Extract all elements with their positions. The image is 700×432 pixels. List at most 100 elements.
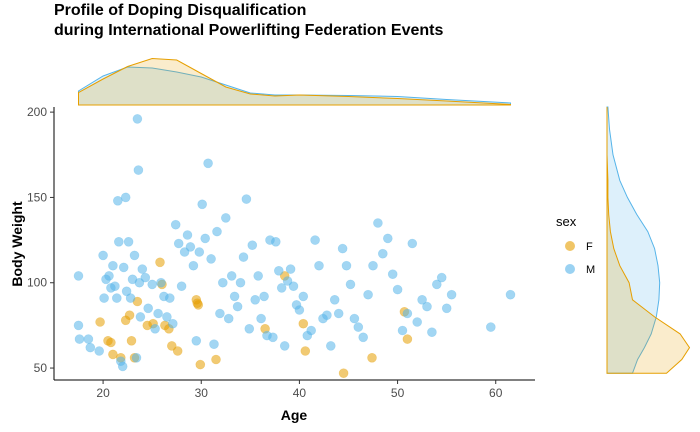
y-tick-label: 200 xyxy=(27,105,47,119)
point-m xyxy=(112,293,122,303)
point-m xyxy=(150,323,160,334)
legend-label-f: F xyxy=(586,241,593,253)
point-m xyxy=(407,238,418,249)
point-m xyxy=(131,352,142,363)
point-m xyxy=(182,230,193,240)
x-tick-label: 20 xyxy=(96,386,110,400)
point-m xyxy=(129,250,140,261)
point-m xyxy=(203,158,213,169)
point-m xyxy=(135,312,146,322)
point-m xyxy=(377,248,388,259)
point-m xyxy=(94,346,104,356)
point-m xyxy=(229,291,240,302)
y-tick-label: 150 xyxy=(27,190,47,204)
point-m xyxy=(402,308,413,319)
point-f xyxy=(155,257,165,268)
y-tick-label: 100 xyxy=(27,276,47,290)
point-f xyxy=(108,349,118,360)
point-m xyxy=(382,233,393,244)
density-weight-m xyxy=(606,106,661,374)
point-m xyxy=(132,114,143,124)
point-m xyxy=(279,341,290,351)
x-tick-label: 40 xyxy=(293,386,307,400)
point-m xyxy=(358,332,369,343)
point-m xyxy=(241,194,252,204)
point-m xyxy=(298,291,309,302)
point-f xyxy=(367,352,377,363)
point-m xyxy=(412,317,423,327)
point-m xyxy=(259,291,269,302)
point-m xyxy=(121,286,132,297)
x-axis-title: Age xyxy=(281,407,308,423)
point-m xyxy=(133,165,144,175)
point-m xyxy=(373,218,383,228)
point-m xyxy=(431,279,442,290)
legend-title: sex xyxy=(556,214,577,229)
point-f xyxy=(106,337,116,348)
point-m xyxy=(153,308,163,319)
point-m xyxy=(387,269,398,280)
point-m xyxy=(333,308,344,319)
point-m xyxy=(441,303,452,314)
legend-swatch-f xyxy=(565,241,575,251)
point-m xyxy=(446,289,457,300)
point-m xyxy=(120,192,131,203)
point-m xyxy=(215,308,225,319)
point-m xyxy=(226,271,237,281)
point-m xyxy=(104,271,114,281)
point-m xyxy=(165,293,175,303)
point-m xyxy=(218,277,228,288)
point-m xyxy=(212,226,222,237)
point-m xyxy=(294,305,305,315)
point-m xyxy=(337,243,348,254)
point-m xyxy=(235,277,246,288)
point-f xyxy=(338,368,349,379)
point-m xyxy=(123,237,134,247)
point-m xyxy=(197,199,207,210)
y-axis-title: Body Weight xyxy=(9,201,25,287)
x-tick-label: 50 xyxy=(391,386,405,400)
point-m xyxy=(322,310,332,321)
point-m xyxy=(108,260,118,271)
point-m xyxy=(417,294,427,305)
point-m xyxy=(253,271,264,281)
point-m xyxy=(110,281,120,292)
legend-swatch-m xyxy=(565,264,575,274)
density-weight-f xyxy=(606,107,691,374)
point-m xyxy=(397,325,408,336)
point-m xyxy=(306,325,317,336)
point-m xyxy=(113,196,123,206)
point-m xyxy=(98,250,108,261)
point-m xyxy=(74,334,85,344)
point-m xyxy=(363,289,373,300)
point-m xyxy=(73,271,84,281)
point-m xyxy=(209,339,219,350)
point-m xyxy=(353,322,364,332)
y-tick-label: 50 xyxy=(34,361,48,375)
point-m xyxy=(73,320,84,331)
point-m xyxy=(276,283,287,293)
point-m xyxy=(285,264,296,274)
point-m xyxy=(314,260,324,271)
point-m xyxy=(85,342,96,353)
x-tick-label: 60 xyxy=(489,386,503,400)
chart-title-line-1: Profile of Doping Disqualification xyxy=(54,2,306,19)
point-m xyxy=(191,335,202,346)
point-m xyxy=(179,247,190,257)
point-m xyxy=(485,322,496,332)
point-m xyxy=(310,235,320,245)
axes xyxy=(53,107,535,381)
point-m xyxy=(238,252,249,262)
point-m xyxy=(247,240,258,250)
point-m xyxy=(349,313,360,324)
point-m xyxy=(147,279,157,290)
point-m xyxy=(422,301,432,312)
point-m xyxy=(170,219,181,230)
point-m xyxy=(250,294,260,305)
point-m xyxy=(221,213,231,223)
point-m xyxy=(134,277,145,288)
point-m xyxy=(232,301,243,312)
x-tick-label: 30 xyxy=(195,386,209,400)
point-m xyxy=(200,233,210,244)
point-m xyxy=(270,237,281,247)
